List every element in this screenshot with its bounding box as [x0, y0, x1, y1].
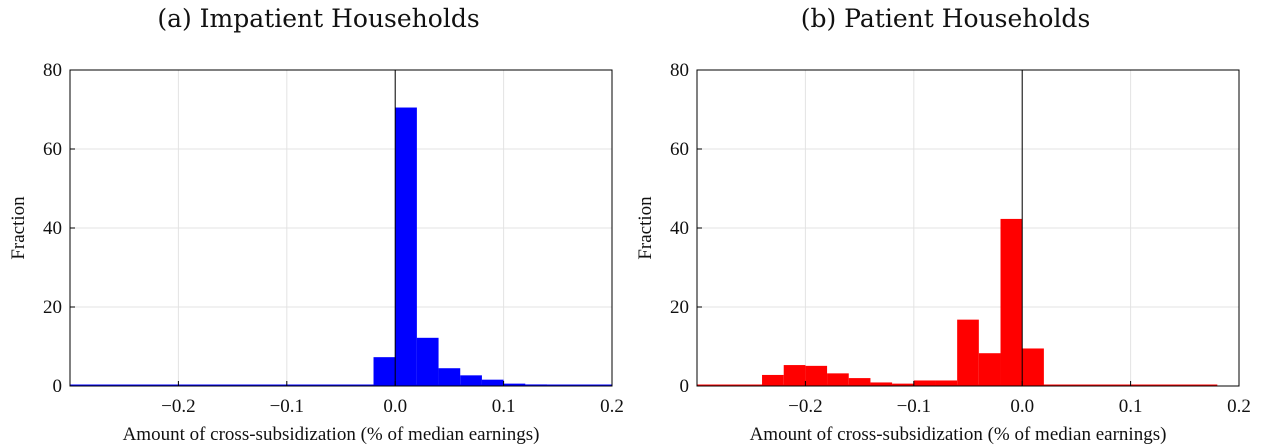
histogram-bar: [481, 379, 504, 386]
histogram-bar: [1022, 348, 1044, 386]
histogram-bar: [416, 337, 439, 386]
y-tick-label: 0: [680, 376, 690, 397]
histogram-bar: [957, 319, 979, 386]
histogram-bar: [460, 375, 482, 386]
histogram-bar: [935, 380, 958, 386]
x-tick-label: 0.2: [600, 396, 624, 417]
histogram-bar: [395, 107, 417, 387]
x-tick-label: −0.2: [788, 396, 822, 417]
x-tick-label: −0.1: [897, 396, 931, 417]
y-tick-label: 0: [53, 376, 63, 397]
y-axis-label: Fraction: [635, 196, 656, 260]
x-tick-label: 0.1: [1119, 396, 1143, 417]
chart-panel-impatient: (a) Impatient Households −0.2 −0.1 0.0 0.1 0…: [0, 0, 637, 448]
histogram-bar: [848, 378, 871, 386]
histogram-chart: −0.2 −0.1 0.0 0.1 0.2 0 20 40 60 80 Amount of cros…: [635, 60, 1251, 445]
x-tick-label: −0.1: [270, 396, 304, 417]
x-tick-label: 0.2: [1227, 396, 1251, 417]
histogram-bar: [373, 357, 396, 386]
y-tick-label: 20: [670, 297, 689, 318]
histogram-bar: [805, 365, 828, 386]
y-tick-label: 20: [43, 297, 62, 318]
y-tick-label: 40: [670, 218, 689, 239]
x-axis-label: Amount of cross-subsidization (% of medi…: [750, 424, 1167, 445]
y-tick-label: 80: [43, 60, 62, 81]
histogram-bar: [827, 373, 849, 386]
chart-title: (b) Patient Households: [800, 4, 1091, 33]
chart-panel-patient: (b) Patient Households −0.2 −0.1 0.0 0.1 0.2…: [627, 0, 1264, 448]
histogram-bar: [783, 365, 806, 386]
histogram-bar: [1000, 218, 1023, 386]
chart-title: (a) Impatient Households: [157, 4, 480, 33]
histogram-bar: [762, 374, 784, 386]
y-tick-label: 80: [670, 60, 689, 81]
histogram-bar: [913, 380, 936, 386]
histogram-bar: [978, 353, 1001, 386]
y-tick-label: 60: [670, 139, 689, 160]
histogram-chart: −0.2 −0.1 0.0 0.1 0.2 0 20 40 60 80 Amount of cros…: [8, 60, 624, 445]
x-tick-label: 0.0: [383, 396, 407, 417]
y-tick-label: 60: [43, 139, 62, 160]
x-axis-label: Amount of cross-subsidization (% of medi…: [123, 424, 540, 445]
x-tick-label: 0.1: [492, 396, 516, 417]
x-tick-label: 0.0: [1010, 396, 1034, 417]
histogram-bar: [870, 382, 893, 386]
x-tick-label: −0.2: [161, 396, 195, 417]
histogram-bar: [438, 368, 461, 386]
y-axis-label: Fraction: [8, 196, 29, 260]
y-tick-label: 40: [43, 218, 62, 239]
